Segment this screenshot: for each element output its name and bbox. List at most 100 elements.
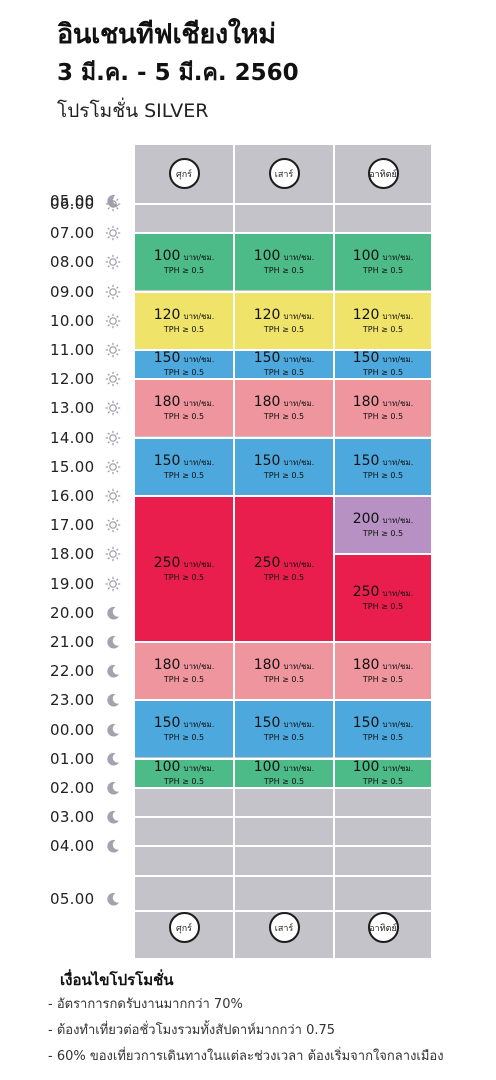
tph-condition: TPH ≥ 0.5 (163, 572, 205, 582)
rate-line: 180 บาท/ชม. (254, 658, 315, 674)
tph-condition: TPH ≥ 0.5 (263, 368, 305, 377)
time-row: 13.00 (50, 398, 130, 418)
rate-unit: บาท/ชม. (183, 311, 215, 321)
column-divider (233, 145, 235, 958)
time-row: 12.00 (50, 369, 130, 389)
tph-condition: TPH ≥ 0.5 (263, 411, 305, 421)
tph-condition: TPH ≥ 0.5 (263, 265, 305, 275)
rate-block: 180 บาท/ชม. TPH ≥ 0.5 (335, 378, 431, 436)
sun-icon (104, 312, 122, 330)
rate-unit: บาท/ชม. (183, 355, 215, 364)
tph-condition: TPH ≥ 0.5 (163, 411, 205, 421)
time-label: 17.00 (50, 516, 95, 534)
time-row: 23.00 (50, 690, 130, 710)
condition-item: - อัตราการกดรับงานมากกว่า 70% (48, 997, 243, 1012)
rate-line: 150 บาท/ชม. (254, 454, 315, 470)
rate-block: 200 บาท/ชม. TPH ≥ 0.5 (335, 495, 431, 553)
tph-condition: TPH ≥ 0.5 (263, 470, 305, 480)
date-range: 3 มี.ค. - 5 มี.ค. 2560 (57, 60, 299, 86)
rate-block: 150 บาท/ชม. TPH ≥ 0.5 (235, 699, 333, 757)
time-row: 04.00 (50, 836, 130, 856)
rate-unit: บาท/ชม. (382, 515, 414, 525)
rate-line: 250 บาท/ชม. (353, 585, 414, 601)
row-divider (135, 845, 431, 847)
rate-line: 150 บาท/ชม. (154, 454, 215, 470)
time-label: 02.00 (50, 779, 95, 797)
rate-block: 150 บาท/ชม. TPH ≥ 0.5 (135, 699, 233, 757)
sun-icon (104, 253, 122, 271)
tph-condition: TPH ≥ 0.5 (263, 572, 305, 582)
row-divider (135, 203, 431, 205)
moon-icon (104, 691, 122, 709)
time-label: 20.00 (50, 604, 95, 622)
tph-condition: TPH ≥ 0.5 (362, 732, 404, 742)
sun-icon (104, 399, 122, 417)
day-header-top: อาทิตย์ (367, 158, 399, 189)
time-label: 01.00 (50, 750, 95, 768)
sun-icon (104, 283, 122, 301)
row-divider (135, 816, 431, 818)
rate-unit: บาท/ชม. (283, 559, 315, 569)
page-title: อินเชนทีฟเชียงใหม่ (57, 19, 276, 50)
rate-line: 180 บาท/ชม. (353, 658, 414, 674)
time-row: 07.00 (50, 223, 130, 243)
rate-line: 150 บาท/ชม. (154, 716, 215, 732)
schedule-grid: ศุกร์ เสาร์ อาทิตย์ ศุกร์ เสาร์ อาทิตย์ 100 บาท… (135, 145, 431, 958)
rate-unit: บาท/ชม. (382, 588, 414, 598)
row-divider (135, 875, 431, 877)
rate-price: 120 (253, 306, 281, 323)
rate-unit: บาท/ชม. (283, 398, 315, 408)
rate-block: 100 บาท/ชม. TPH ≥ 0.5 (235, 232, 333, 290)
time-row: 09.00 (50, 282, 130, 302)
rate-line: 250 บาท/ชม. (254, 556, 315, 572)
day-header-top: เสาร์ (268, 158, 300, 189)
rate-line: 100 บาท/ชม. (353, 249, 414, 265)
time-label: 15.00 (50, 458, 95, 476)
moon-icon (104, 808, 122, 826)
rate-unit: บาท/ชม. (283, 252, 315, 262)
rate-block: 180 บาท/ชม. TPH ≥ 0.5 (135, 378, 233, 436)
tph-condition: TPH ≥ 0.5 (362, 411, 404, 421)
sun-icon (104, 516, 122, 534)
rate-block: 250 บาท/ชม. TPH ≥ 0.5 (335, 553, 431, 641)
time-label: 18.00 (50, 545, 95, 563)
sun-icon (104, 575, 122, 593)
rate-line: 100 บาท/ชม. (154, 249, 215, 265)
moon-icon (104, 662, 122, 680)
time-row: 21.00 (50, 632, 130, 652)
sun-icon (104, 545, 122, 563)
column-divider (333, 145, 335, 958)
rate-price: 180 (253, 656, 281, 673)
rate-unit: บาท/ชม. (183, 559, 215, 569)
rate-price: 150 (253, 714, 281, 731)
tph-condition: TPH ≥ 0.5 (362, 777, 404, 786)
rate-price: 180 (153, 656, 181, 673)
rate-block: 100 บาท/ชม. TPH ≥ 0.5 (335, 232, 431, 290)
rate-line: 100 บาท/ชม. (154, 760, 215, 776)
rate-price: 150 (253, 452, 281, 469)
rate-unit: บาท/ชม. (183, 661, 215, 671)
tph-condition: TPH ≥ 0.5 (163, 368, 205, 377)
sun-icon (104, 429, 122, 447)
time-label: 09.00 (50, 283, 95, 301)
rate-unit: บาท/ชม. (183, 252, 215, 262)
rate-block: 150 บาท/ชม. TPH ≥ 0.5 (135, 349, 233, 378)
conditions-title: เงื่อนไขโปรโมชั่น (60, 971, 174, 989)
time-row: 00.00 (50, 720, 130, 740)
time-label: 23.00 (50, 691, 95, 709)
rate-block: 180 บาท/ชม. TPH ≥ 0.5 (335, 641, 431, 699)
day-header-top: ศุกร์ (168, 158, 200, 189)
time-label: 14.00 (50, 429, 95, 447)
day-header-bottom: เสาร์ (268, 912, 300, 943)
time-row: 01.00 (50, 749, 130, 769)
rate-price: 100 (253, 247, 281, 264)
tph-condition: TPH ≥ 0.5 (163, 470, 205, 480)
rate-block: 100 บาท/ชม. TPH ≥ 0.5 (135, 758, 233, 787)
rate-price: 150 (253, 350, 281, 366)
rate-unit: บาท/ชม. (382, 719, 414, 729)
time-label: 05.00 (50, 890, 95, 908)
tph-condition: TPH ≥ 0.5 (163, 777, 205, 786)
time-label: 16.00 (50, 487, 95, 505)
rate-unit: บาท/ชม. (382, 398, 414, 408)
time-row: 18.00 (50, 544, 130, 564)
